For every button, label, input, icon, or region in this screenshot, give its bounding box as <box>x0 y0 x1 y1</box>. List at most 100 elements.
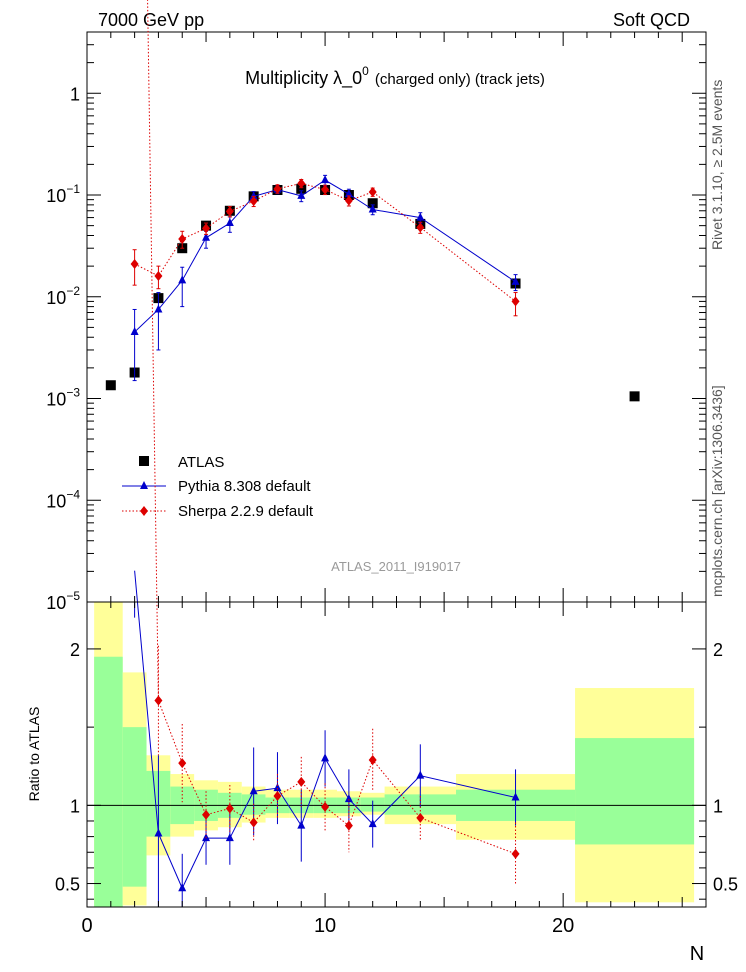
uncertainty-band-inner <box>94 656 123 907</box>
y-tick-label: 1 <box>70 84 80 104</box>
x-tick-label: 10 <box>314 915 336 937</box>
ratio-y-tick-label: 2 <box>70 640 80 660</box>
ratio-point <box>511 848 520 859</box>
series-3 <box>130 178 520 317</box>
ratio-point <box>416 812 425 823</box>
y-tick-label: 10−1 <box>46 182 80 206</box>
data-point <box>321 184 330 195</box>
legend-sherpa-marker <box>140 506 148 516</box>
main-axis-ticks: 1 10−1 10−2 10−3 10−4 10−5 <box>46 31 707 613</box>
legend-atlas-label: ATLAS <box>178 454 224 471</box>
ratio-point <box>321 753 330 762</box>
ratio-y-tick-label-right: 1 <box>713 796 723 816</box>
ratio-y-tick-label: 0.5 <box>55 875 80 895</box>
legend-sherpa-label: Sherpa 2.2.9 default <box>178 503 314 520</box>
data-point <box>130 258 139 269</box>
ratio-point <box>154 695 163 706</box>
chart-title: Multiplicity λ_00 (charged only) (track j… <box>245 64 545 89</box>
ratio-series-1 <box>134 570 520 907</box>
ratio-point <box>368 754 377 765</box>
ratio-point <box>154 828 163 837</box>
x-axis-label: N <box>690 943 704 965</box>
data-point <box>202 223 211 234</box>
ratio-point <box>344 794 353 803</box>
ratio-panel: 0.5 0.5 1 1 2 2 <box>55 0 738 908</box>
data-point <box>178 233 187 244</box>
data-point <box>178 275 187 284</box>
data-point <box>130 327 139 336</box>
ratio-y-tick-label-right: 2 <box>713 640 723 660</box>
data-point <box>273 183 282 194</box>
x-tick-labels: 0 10 20 <box>81 915 574 937</box>
ratio-series-2 <box>147 0 520 886</box>
data-point <box>368 204 377 213</box>
data-point <box>367 198 378 209</box>
title-superscript: 0 <box>362 64 369 78</box>
title-main: Multiplicity λ_0 <box>245 68 362 89</box>
data-point <box>511 276 520 285</box>
series-line <box>134 182 516 302</box>
ratio-point <box>178 883 187 892</box>
ratio-line <box>134 570 516 890</box>
main-panel: 1 10−1 10−2 10−3 10−4 10−5 <box>46 31 707 613</box>
ratio-y-tick-label: 1 <box>70 796 80 816</box>
data-point <box>105 380 116 391</box>
legend-pythia-label: Pythia 8.308 default <box>178 478 311 495</box>
ratio-bands <box>87 602 706 907</box>
data-point <box>416 222 425 233</box>
data-point <box>368 187 377 198</box>
data-point <box>629 391 640 402</box>
ratio-point <box>368 819 377 828</box>
ratio-point <box>321 801 330 812</box>
data-point <box>344 195 353 206</box>
data-point <box>202 232 211 241</box>
uncertainty-band-inner <box>575 738 695 845</box>
x-tick-label: 0 <box>81 915 92 937</box>
data-point <box>154 270 163 281</box>
data-point <box>344 189 353 198</box>
ratio-point <box>416 770 425 779</box>
ratio-point <box>225 803 234 814</box>
ratio-point <box>249 817 258 828</box>
title-detail: (charged only) (track jets) <box>375 71 545 88</box>
data-point <box>225 206 234 217</box>
rivet-label: Rivet 3.1.10, ≥ 2.5M events <box>709 80 725 250</box>
ratio-line <box>147 0 516 855</box>
ratio-y-tick-label-right: 0.5 <box>713 875 738 895</box>
data-point <box>225 218 234 227</box>
data-point <box>511 296 520 307</box>
data-point <box>249 191 258 200</box>
x-tick-label: 20 <box>552 915 574 937</box>
ratio-frame <box>86 601 707 908</box>
data-point <box>297 190 306 199</box>
ratio-point <box>178 758 187 769</box>
series-2 <box>130 174 520 382</box>
ratio-point <box>511 792 520 801</box>
ratio-point <box>297 776 306 787</box>
ratio-point <box>249 786 258 795</box>
uncertainty-band-inner <box>122 727 147 887</box>
ratio-point <box>225 833 234 842</box>
energy-label: 7000 GeV pp <box>98 10 204 30</box>
process-label: Soft QCD <box>613 10 690 30</box>
data-point <box>416 212 425 221</box>
series-1 <box>105 183 640 402</box>
data-point <box>297 178 306 189</box>
mcplots-label: mcplots.cern.ch [arXiv:1306.3436] <box>709 385 725 597</box>
y-tick-label: 10−2 <box>46 284 80 308</box>
ratio-point <box>344 820 353 831</box>
data-point <box>154 304 163 313</box>
data-point <box>321 175 330 184</box>
legend-pythia-marker <box>140 481 148 489</box>
ratio-point <box>202 809 211 820</box>
y-tick-label: 10−4 <box>46 487 80 511</box>
ratio-axis-label: Ratio to ATLAS <box>26 707 42 802</box>
data-point <box>296 183 307 194</box>
ratio-point <box>273 790 282 801</box>
analysis-id: ATLAS_2011_I919017 <box>331 559 461 574</box>
y-tick-label: 10−3 <box>46 386 80 410</box>
data-point <box>249 196 258 207</box>
ratio-axis-ticks: 0.5 0.5 1 1 2 2 <box>55 602 738 907</box>
ratio-point <box>273 783 282 792</box>
